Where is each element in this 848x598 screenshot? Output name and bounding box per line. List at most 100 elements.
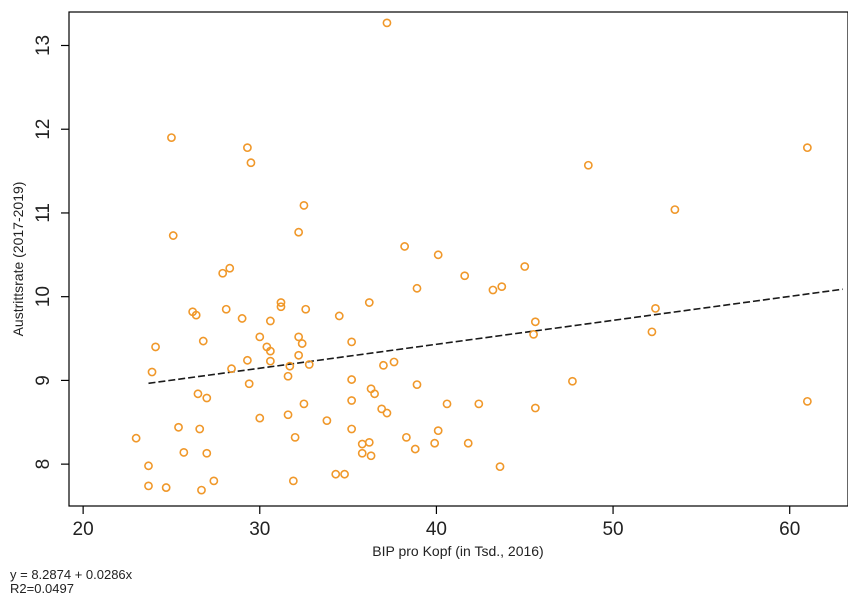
data-point [442,399,452,409]
data-point [265,346,275,356]
data-point [366,451,376,461]
data-point [433,426,443,436]
x-tick-label: 40 [426,519,447,540]
data-point [209,476,219,486]
data-point [495,462,505,472]
data-point [463,438,473,448]
data-point [246,158,256,168]
data-point [276,298,286,307]
data-point [151,342,160,352]
data-point [227,364,236,374]
data-point [285,361,295,371]
data-point [265,356,275,366]
data-point [400,242,410,251]
data-point [347,396,357,405]
data-point [255,332,265,342]
data-point [193,389,203,399]
r-squared-label: R2=0.0497 [10,581,74,596]
data-point [651,303,660,313]
data-point [276,302,286,312]
y-tick-label: 11 [33,203,54,223]
data-point [244,379,254,389]
data-point [520,262,530,271]
data-point [583,160,593,170]
data-point [364,298,374,307]
data-point [167,133,176,142]
x-axis: 20 30 40 50 60 [73,506,800,540]
data-point [401,432,411,442]
y-tick-label: 10 [33,286,54,307]
y-axis-title: Austrittsrate (2017-2019) [10,182,26,337]
data-point [294,227,304,237]
data-point [144,481,153,491]
data-point [174,422,183,432]
data-point [357,439,367,449]
data-point [412,283,422,293]
data-point [301,304,311,314]
data-point [237,314,247,323]
data-point [430,438,440,448]
data-point [322,416,332,425]
data-point [297,339,307,348]
data-point [283,371,293,381]
data-point [299,399,309,409]
data-point [529,329,538,339]
x-tick-label: 30 [249,519,270,540]
data-point [382,18,392,28]
data-point [334,311,344,321]
data-point [294,332,304,342]
data-point [530,403,540,413]
data-point [377,404,387,414]
data-point [379,360,388,370]
data-points [131,18,812,495]
data-point [568,376,577,386]
x-axis-title: BIP pro Kopf (in Tsd., 2016) [372,543,543,559]
y-tick-label: 12 [33,119,54,140]
data-point [357,448,367,458]
data-point [389,357,399,367]
data-point [364,437,374,447]
data-point [488,285,498,295]
data-point [195,424,205,434]
data-point [474,399,484,409]
data-point [168,231,178,240]
data-point [410,444,420,454]
y-tick-label: 8 [33,459,54,470]
data-point [131,433,141,443]
data-point [198,336,208,346]
x-tick-label: 50 [602,519,623,540]
plot-frame [68,11,848,507]
data-point [460,271,470,281]
data-point [530,317,540,327]
data-point [243,355,252,365]
y-axis: 8 9 10 11 12 13 [33,35,69,470]
data-point [497,282,507,292]
data-point [221,304,231,314]
data-point [347,424,357,434]
y-tick-label: 13 [33,35,54,56]
data-point [340,469,349,479]
data-point [225,263,235,273]
data-point [290,432,300,442]
data-point [647,327,657,337]
data-point [144,461,153,471]
data-point [382,408,392,418]
data-point [179,448,189,457]
data-point [412,380,422,389]
data-point [433,250,443,260]
data-point [197,485,206,495]
data-point [299,201,309,210]
trend-line [148,288,843,385]
data-point [202,448,212,458]
data-point [304,360,314,369]
data-point [191,310,201,320]
data-point [147,367,157,377]
data-point [802,396,812,406]
data-point [243,143,252,153]
data-point [283,410,293,420]
regression-equation: y = 8.2874 + 0.0286x [10,567,133,582]
y-tick-label: 9 [33,375,54,386]
data-point [255,413,265,423]
data-point [202,393,212,403]
